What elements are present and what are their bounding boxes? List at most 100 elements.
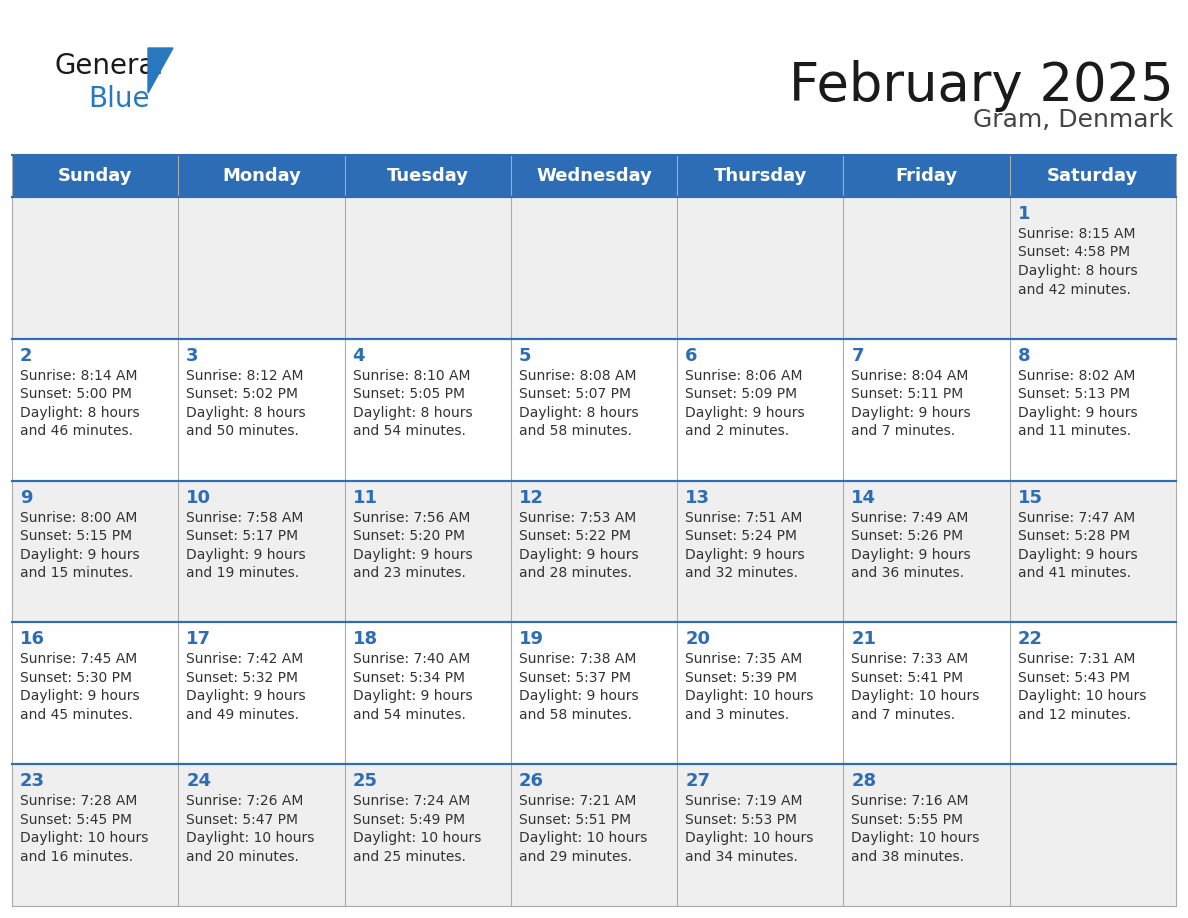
Text: Tuesday: Tuesday — [387, 167, 469, 185]
Text: and 36 minutes.: and 36 minutes. — [852, 566, 965, 580]
Text: Sunset: 5:02 PM: Sunset: 5:02 PM — [187, 387, 298, 401]
Text: 15: 15 — [1018, 488, 1043, 507]
Text: Sunset: 5:09 PM: Sunset: 5:09 PM — [685, 387, 797, 401]
Text: and 19 minutes.: and 19 minutes. — [187, 566, 299, 580]
Text: Daylight: 8 hours: Daylight: 8 hours — [1018, 264, 1137, 278]
Text: Sunset: 5:24 PM: Sunset: 5:24 PM — [685, 529, 797, 543]
Text: Friday: Friday — [896, 167, 958, 185]
Text: Sunset: 5:41 PM: Sunset: 5:41 PM — [852, 671, 963, 685]
Text: Sunset: 4:58 PM: Sunset: 4:58 PM — [1018, 245, 1130, 260]
Text: Sunset: 5:11 PM: Sunset: 5:11 PM — [852, 387, 963, 401]
Text: 14: 14 — [852, 488, 877, 507]
Text: and 49 minutes.: and 49 minutes. — [187, 708, 299, 722]
Text: Sunrise: 7:33 AM: Sunrise: 7:33 AM — [852, 653, 968, 666]
Text: Daylight: 8 hours: Daylight: 8 hours — [187, 406, 307, 420]
Text: Sunset: 5:00 PM: Sunset: 5:00 PM — [20, 387, 132, 401]
Text: and 32 minutes.: and 32 minutes. — [685, 566, 798, 580]
Text: Sunrise: 8:15 AM: Sunrise: 8:15 AM — [1018, 227, 1136, 241]
Text: and 28 minutes.: and 28 minutes. — [519, 566, 632, 580]
Text: 6: 6 — [685, 347, 697, 364]
Text: and 15 minutes.: and 15 minutes. — [20, 566, 133, 580]
Text: 17: 17 — [187, 631, 211, 648]
Text: Sunrise: 7:56 AM: Sunrise: 7:56 AM — [353, 510, 470, 524]
Text: Thursday: Thursday — [714, 167, 807, 185]
Text: 23: 23 — [20, 772, 45, 790]
Text: and 42 minutes.: and 42 minutes. — [1018, 283, 1131, 297]
Text: Sunset: 5:39 PM: Sunset: 5:39 PM — [685, 671, 797, 685]
Text: General: General — [55, 52, 164, 80]
Text: Daylight: 9 hours: Daylight: 9 hours — [353, 548, 472, 562]
Text: Sunrise: 7:21 AM: Sunrise: 7:21 AM — [519, 794, 637, 808]
Text: Sunrise: 7:47 AM: Sunrise: 7:47 AM — [1018, 510, 1135, 524]
Text: Sunrise: 7:51 AM: Sunrise: 7:51 AM — [685, 510, 803, 524]
Text: Sunset: 5:49 PM: Sunset: 5:49 PM — [353, 812, 465, 827]
Text: 2: 2 — [20, 347, 32, 364]
Text: Sunrise: 7:28 AM: Sunrise: 7:28 AM — [20, 794, 138, 808]
Text: Sunset: 5:45 PM: Sunset: 5:45 PM — [20, 812, 132, 827]
Text: Daylight: 9 hours: Daylight: 9 hours — [1018, 548, 1137, 562]
Bar — [12, 764, 1176, 906]
Text: Sunrise: 8:10 AM: Sunrise: 8:10 AM — [353, 369, 470, 383]
Text: Sunset: 5:43 PM: Sunset: 5:43 PM — [1018, 671, 1130, 685]
Text: 16: 16 — [20, 631, 45, 648]
Text: Daylight: 9 hours: Daylight: 9 hours — [519, 548, 638, 562]
Text: and 58 minutes.: and 58 minutes. — [519, 708, 632, 722]
Text: Sunset: 5:55 PM: Sunset: 5:55 PM — [852, 812, 963, 827]
Text: 11: 11 — [353, 488, 378, 507]
Text: Sunset: 5:28 PM: Sunset: 5:28 PM — [1018, 529, 1130, 543]
Text: Saturday: Saturday — [1048, 167, 1138, 185]
Bar — [12, 622, 1176, 764]
Text: and 12 minutes.: and 12 minutes. — [1018, 708, 1131, 722]
Text: Sunset: 5:13 PM: Sunset: 5:13 PM — [1018, 387, 1130, 401]
Text: 7: 7 — [852, 347, 864, 364]
Text: and 23 minutes.: and 23 minutes. — [353, 566, 466, 580]
Text: 10: 10 — [187, 488, 211, 507]
Text: and 54 minutes.: and 54 minutes. — [353, 424, 466, 438]
Text: and 41 minutes.: and 41 minutes. — [1018, 566, 1131, 580]
Text: 8: 8 — [1018, 347, 1030, 364]
Text: 25: 25 — [353, 772, 378, 790]
Text: Daylight: 10 hours: Daylight: 10 hours — [852, 689, 980, 703]
Text: Sunrise: 7:49 AM: Sunrise: 7:49 AM — [852, 510, 968, 524]
Text: and 25 minutes.: and 25 minutes. — [353, 850, 466, 864]
Text: Sunrise: 7:42 AM: Sunrise: 7:42 AM — [187, 653, 304, 666]
Text: Blue: Blue — [88, 85, 150, 113]
Text: and 38 minutes.: and 38 minutes. — [852, 850, 965, 864]
Text: Sunrise: 7:53 AM: Sunrise: 7:53 AM — [519, 510, 636, 524]
Text: 28: 28 — [852, 772, 877, 790]
Text: Sunrise: 8:06 AM: Sunrise: 8:06 AM — [685, 369, 803, 383]
Text: Sunrise: 7:19 AM: Sunrise: 7:19 AM — [685, 794, 803, 808]
Text: Monday: Monday — [222, 167, 301, 185]
Text: Sunset: 5:53 PM: Sunset: 5:53 PM — [685, 812, 797, 827]
Text: Daylight: 10 hours: Daylight: 10 hours — [519, 831, 647, 845]
Text: Sunset: 5:26 PM: Sunset: 5:26 PM — [852, 529, 963, 543]
Text: and 11 minutes.: and 11 minutes. — [1018, 424, 1131, 438]
Text: and 50 minutes.: and 50 minutes. — [187, 424, 299, 438]
Text: Sunrise: 8:04 AM: Sunrise: 8:04 AM — [852, 369, 968, 383]
Text: Daylight: 9 hours: Daylight: 9 hours — [519, 689, 638, 703]
Text: 4: 4 — [353, 347, 365, 364]
Text: and 54 minutes.: and 54 minutes. — [353, 708, 466, 722]
Text: Daylight: 10 hours: Daylight: 10 hours — [852, 831, 980, 845]
Text: Sunrise: 7:38 AM: Sunrise: 7:38 AM — [519, 653, 637, 666]
Text: Sunset: 5:20 PM: Sunset: 5:20 PM — [353, 529, 465, 543]
Text: 3: 3 — [187, 347, 198, 364]
Text: Daylight: 8 hours: Daylight: 8 hours — [353, 406, 472, 420]
Polygon shape — [148, 48, 173, 93]
Text: Sunset: 5:37 PM: Sunset: 5:37 PM — [519, 671, 631, 685]
Text: Daylight: 10 hours: Daylight: 10 hours — [685, 689, 814, 703]
Text: and 46 minutes.: and 46 minutes. — [20, 424, 133, 438]
Text: Sunrise: 7:31 AM: Sunrise: 7:31 AM — [1018, 653, 1135, 666]
Text: Daylight: 9 hours: Daylight: 9 hours — [852, 406, 971, 420]
Text: Daylight: 9 hours: Daylight: 9 hours — [187, 689, 307, 703]
Text: Sunset: 5:32 PM: Sunset: 5:32 PM — [187, 671, 298, 685]
Text: 22: 22 — [1018, 631, 1043, 648]
Text: February 2025: February 2025 — [789, 60, 1174, 112]
Text: 20: 20 — [685, 631, 710, 648]
Text: 26: 26 — [519, 772, 544, 790]
Text: and 20 minutes.: and 20 minutes. — [187, 850, 299, 864]
Text: Daylight: 10 hours: Daylight: 10 hours — [353, 831, 481, 845]
Text: Daylight: 10 hours: Daylight: 10 hours — [20, 831, 148, 845]
Text: and 16 minutes.: and 16 minutes. — [20, 850, 133, 864]
Text: Sunrise: 7:26 AM: Sunrise: 7:26 AM — [187, 794, 304, 808]
